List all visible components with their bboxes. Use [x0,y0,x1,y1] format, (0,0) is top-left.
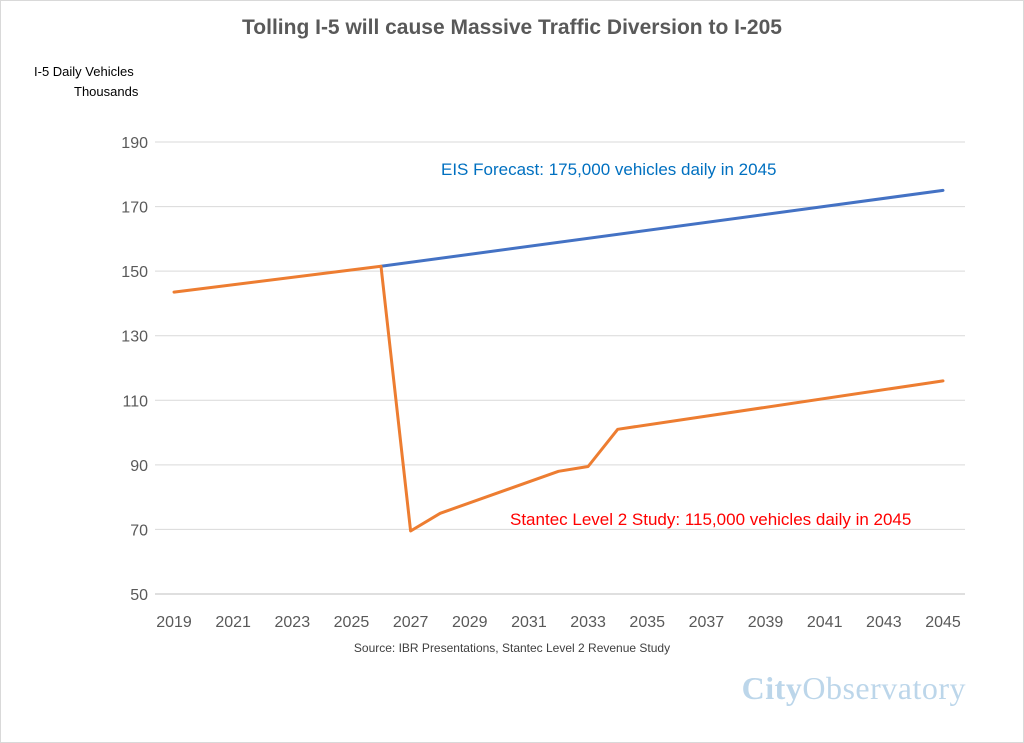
stantec-study-annotation: Stantec Level 2 Study: 115,000 vehicles … [510,510,911,529]
city-observatory-logo: CityObservatory [742,670,966,707]
y-tick-label: 170 [121,200,148,217]
logo-regular-part: Observatory [802,670,966,706]
x-tick-label: 2041 [807,614,843,631]
y-tick-label: 50 [130,587,148,604]
y-tick-label: 130 [121,329,148,346]
x-tick-label: 2033 [570,614,606,631]
x-tick-label: 2021 [215,614,251,631]
grid-lines [155,141,965,595]
source-note: Source: IBR Presentations, Stantec Level… [353,641,671,655]
x-tick-label: 2035 [629,614,665,631]
y-tick-label: 70 [130,522,148,539]
eis-forecast-line [379,188,945,268]
logo-bold-part: City [741,670,803,706]
y-tick-label: 150 [121,264,148,281]
x-tick-label: 2031 [511,614,547,631]
x-tick-label: 2029 [452,614,488,631]
y-tick-label: 110 [122,393,148,410]
stantec-study-line [172,264,945,533]
y-axis-label: I-5 Daily Vehicles Thousands [34,62,184,102]
series-lines [172,188,945,533]
y-tick-label: 190 [121,135,148,152]
y-tick-label: 90 [130,458,148,475]
y-axis-label-line2: Thousands [74,84,139,99]
x-tick-label: 2037 [689,614,725,631]
x-tick-label: 2025 [334,614,370,631]
x-tick-label: 2045 [925,614,961,631]
x-tick-labels: 2019 2021 2023 2025 2027 2029 2031 2033 2035 2037… [156,614,961,631]
y-axis-label-line1: I-5 Daily Vehicles [34,64,134,79]
x-tick-label: 2023 [275,614,311,631]
y-tick-labels: 50 70 90 110 130 150 170 190 [121,135,148,604]
chart-title: Tolling I-5 will cause Massive Traffic D… [242,16,782,39]
x-tick-label: 2027 [393,614,429,631]
eis-forecast-annotation: EIS Forecast: 175,000 vehicles daily in … [441,160,776,179]
x-tick-label: 2019 [156,614,192,631]
x-tick-label: 2043 [866,614,902,631]
x-tick-label: 2039 [748,614,784,631]
